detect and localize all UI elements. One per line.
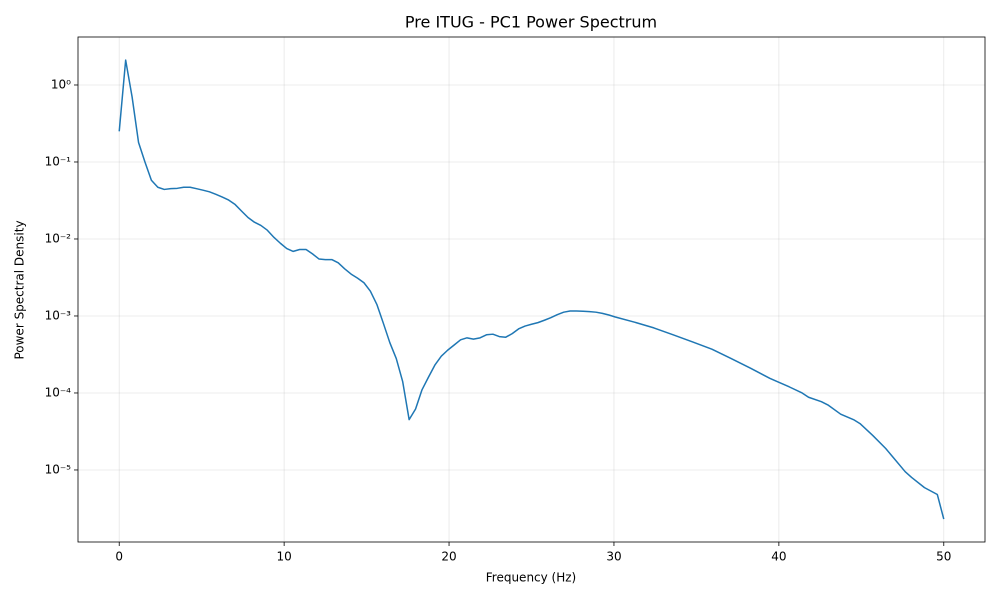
y-tick-label: 10⁻¹ bbox=[45, 154, 72, 168]
y-tick-label: 10⁻³ bbox=[45, 308, 72, 322]
y-tick-label: 10⁻⁴ bbox=[45, 385, 72, 399]
y-tick-label: 10⁰ bbox=[51, 77, 71, 91]
x-tick-label: 40 bbox=[771, 550, 786, 564]
x-tick-label: 0 bbox=[115, 550, 123, 564]
x-tick-label: 10 bbox=[276, 550, 291, 564]
plot-frame bbox=[77, 36, 986, 543]
chart-title: Pre ITUG - PC1 Power Spectrum bbox=[405, 13, 657, 32]
x-tick-label: 30 bbox=[606, 550, 621, 564]
data-line bbox=[118, 59, 945, 520]
y-tick-label: 10⁻² bbox=[45, 231, 72, 245]
x-tick-label: 50 bbox=[936, 550, 951, 564]
x-tick-label: 20 bbox=[441, 550, 456, 564]
x-axis-label: Frequency (Hz) bbox=[486, 571, 577, 585]
y-tick-label: 10⁻⁵ bbox=[45, 462, 72, 476]
y-axis-label: Power Spectral Density bbox=[13, 220, 27, 359]
